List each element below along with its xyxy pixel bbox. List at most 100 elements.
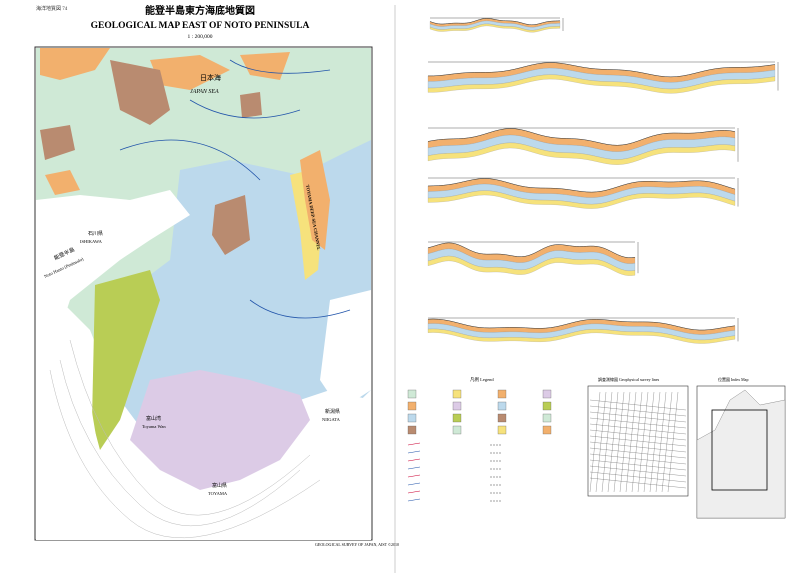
footer: GEOLOGICAL SURVEY OF JAPAN, AIST ©2010 (315, 542, 399, 548)
orange-unit (40, 48, 330, 250)
legend-swatch (407, 413, 417, 423)
survey-line (589, 429, 687, 441)
survey-line (589, 447, 687, 459)
legend-symbol (407, 458, 421, 462)
survey-line (589, 405, 687, 417)
legend-title: 凡例 Legend (470, 376, 494, 383)
seafloor (427, 318, 736, 331)
legend-symbol (407, 442, 421, 446)
survey-line (595, 391, 607, 493)
legend-swatch (542, 389, 552, 399)
survey-line (589, 399, 687, 411)
fault-lines (119, 59, 351, 319)
seafloor (427, 242, 636, 258)
cross-section (429, 17, 564, 33)
main-map: 日本海 JAPAN SEA TOYAMA DEEP-SEA CHANNEL 石川… (34, 46, 373, 541)
cross-section (427, 127, 739, 165)
survey-line (589, 459, 687, 471)
index-panel: 位置図 Index Map (696, 376, 786, 519)
survey-line (643, 391, 655, 493)
legend-symbol (407, 450, 421, 454)
survey-line (649, 391, 661, 493)
legend-swatch (407, 401, 417, 411)
survey-line (589, 471, 687, 483)
seafloor (427, 128, 736, 146)
label-sea-ja: 日本海 (200, 73, 221, 82)
legend-swatch (497, 389, 507, 399)
legend-swatch (497, 401, 507, 411)
survey-panel: 調査測線図 Geophysical survey lines (587, 376, 689, 497)
series-label: 海洋地質図 74 (36, 5, 68, 12)
yellow-layer (427, 74, 776, 94)
legend-swatches (407, 389, 552, 502)
title-ja: 能登半島東方海底地質図 (145, 4, 255, 17)
brown-unit (40, 60, 262, 255)
label-bay-ja: 富山湾 (146, 415, 161, 422)
cross-section (427, 317, 739, 344)
index-area (711, 409, 768, 491)
survey-line (589, 477, 687, 489)
legend-swatch (452, 389, 462, 399)
survey-line (631, 391, 643, 493)
label-toyama-en: TOYAMA (208, 491, 228, 496)
survey-line (589, 417, 687, 429)
survey-line (661, 391, 673, 493)
survey-line (589, 435, 687, 447)
legend-symbol (407, 474, 421, 478)
survey-line (655, 391, 667, 493)
legend-swatch (452, 413, 462, 423)
legend-swatch (407, 425, 417, 435)
label-sea-en: JAPAN SEA (190, 89, 219, 95)
legend-swatch (407, 389, 417, 399)
bathymetry-contours (49, 339, 321, 539)
label-niigata-ja: 新潟県 (325, 408, 340, 415)
legend-symbol (407, 498, 421, 502)
survey-line (637, 391, 649, 493)
cross-sections (427, 17, 779, 344)
legend-swatch (452, 401, 462, 411)
survey-line (667, 391, 679, 493)
legend-swatch (452, 425, 462, 435)
yellow-layer (427, 142, 736, 165)
legend-symbol (407, 466, 421, 470)
label-niigata-en: NIIGATA (322, 417, 341, 422)
title-en: GEOLOGICAL MAP EAST OF NOTO PENINSULA (91, 21, 310, 31)
survey-line (613, 391, 625, 493)
survey-line (625, 391, 637, 493)
survey-line (589, 441, 687, 453)
label-ishikawa-ja: 石川県 (88, 231, 103, 237)
survey-line (589, 423, 687, 435)
survey-lines (589, 391, 687, 493)
legend-symbol (407, 482, 421, 486)
label-ishikawa-en: ISHIKAWA (80, 239, 103, 244)
label-bay-en: Toyama Wan (142, 424, 166, 429)
yellow-layer (427, 255, 636, 276)
index-land (696, 389, 786, 519)
survey-line (589, 465, 687, 477)
survey-line (589, 411, 687, 423)
survey-title: 調査測線図 Geophysical survey lines (598, 376, 660, 382)
cross-section (427, 241, 639, 276)
basin-purple (130, 370, 310, 490)
survey-line (589, 391, 601, 493)
seafloor (427, 178, 736, 193)
seafloor (429, 18, 561, 26)
cross-section (427, 61, 779, 94)
survey-line (607, 391, 619, 493)
scale: 1 : 200,000 (188, 34, 213, 40)
seafloor (427, 62, 776, 78)
legend-swatch (497, 425, 507, 435)
land-ishikawa (36, 190, 190, 380)
label-toyama-ja: 富山県 (212, 482, 227, 489)
yellow-layer (429, 23, 561, 33)
legend-swatch (542, 425, 552, 435)
olive-zone (92, 270, 160, 450)
cross-section (427, 177, 739, 209)
legend-swatch (497, 413, 507, 423)
legend-swatch (542, 401, 552, 411)
land-niigata (320, 290, 371, 410)
index-title: 位置図 Index Map (718, 376, 748, 382)
legend-symbol (407, 490, 421, 494)
yellow-layer (427, 328, 736, 344)
